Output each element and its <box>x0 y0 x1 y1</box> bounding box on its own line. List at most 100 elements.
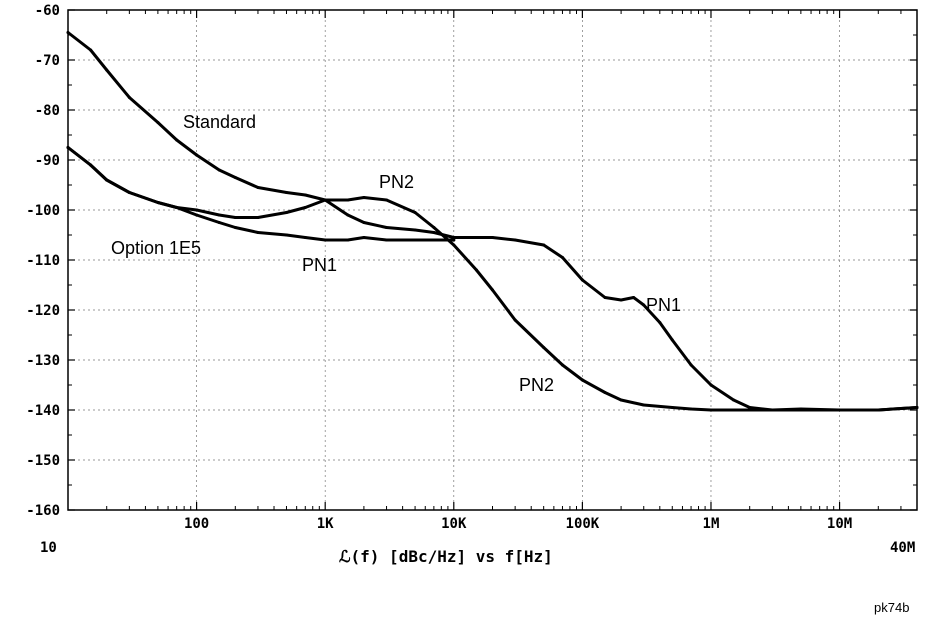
y-tick-label: -70 <box>35 53 60 69</box>
series-point <box>619 398 623 402</box>
y-tick-label: -130 <box>26 353 60 369</box>
series-point <box>474 236 478 239</box>
y-tick-label: -90 <box>35 153 60 169</box>
series-point <box>915 406 919 409</box>
series-point <box>432 238 436 242</box>
y-tick-label: -160 <box>26 503 60 519</box>
series-line-2 <box>323 198 919 412</box>
y-tick-label: -80 <box>35 103 60 119</box>
series-point <box>195 153 199 157</box>
series-point <box>89 163 93 167</box>
series-point <box>156 201 160 204</box>
x-axis: 100 1K 10K 100K 1M 10M <box>106 10 918 532</box>
series-point <box>303 236 307 239</box>
y-tick-label: -110 <box>26 253 60 269</box>
x-tick-label: 100K <box>566 516 600 532</box>
series-point <box>385 226 388 229</box>
y-tick-label: -100 <box>26 203 60 219</box>
annotation-pn1-right: PN1 <box>646 295 681 315</box>
series-point <box>689 407 693 411</box>
series-point <box>127 96 131 99</box>
annotation-pn1-lower: PN1 <box>302 255 337 275</box>
series-point <box>66 146 70 149</box>
series-point <box>491 236 494 239</box>
series-point <box>876 408 880 412</box>
series-point <box>195 208 199 212</box>
series-point <box>452 243 456 247</box>
series-point <box>838 408 842 412</box>
series-point <box>561 363 564 367</box>
annotation-standard: Standard <box>183 112 256 132</box>
y-tick-label: -150 <box>26 453 60 469</box>
series-point <box>452 236 456 239</box>
series-point <box>303 193 307 197</box>
series-point <box>748 408 752 412</box>
series-point <box>89 48 93 52</box>
y-tick-label: -140 <box>26 403 60 419</box>
series-point <box>670 338 674 342</box>
x-axis-title: ℒ(f) [dBc/Hz] vs f[Hz] <box>339 547 553 566</box>
x-tick-label: 1M <box>703 516 720 532</box>
series-point <box>709 383 713 387</box>
series-point <box>346 198 350 202</box>
x-tick-label: 100 <box>184 516 209 532</box>
series-point <box>303 206 307 209</box>
series-point <box>385 198 388 202</box>
series-point <box>542 346 546 349</box>
annotation-pn2-lower: PN2 <box>519 375 554 395</box>
series-line-3 <box>66 146 456 242</box>
y-axis: -60 -70 -80 -90 -100 -110 -120 -130 -140 -150 -160 <box>26 3 917 519</box>
series-point <box>413 211 417 214</box>
series-point <box>323 198 327 202</box>
series-point <box>689 363 693 367</box>
series-point <box>105 68 109 72</box>
series-point <box>195 213 199 217</box>
series-point <box>732 398 736 402</box>
series-point <box>256 231 260 234</box>
series-point <box>127 191 131 194</box>
series-point <box>542 243 546 247</box>
series-point <box>513 238 517 242</box>
series-point <box>175 206 179 209</box>
series-point <box>732 408 736 412</box>
series-point <box>632 296 636 299</box>
x-end-label: 40M <box>890 540 915 556</box>
series-point <box>346 213 350 217</box>
x-tick-label: 10K <box>441 516 467 532</box>
series-point <box>217 168 221 172</box>
series-point <box>217 221 221 224</box>
y-tick-label: -60 <box>35 3 60 19</box>
x-tick-label: 10M <box>827 516 852 532</box>
x-start-label: 10 <box>40 540 57 556</box>
series-point <box>413 228 417 232</box>
x-tick-label: 1K <box>317 516 334 532</box>
series-point <box>285 211 288 214</box>
series-point <box>642 303 646 307</box>
series-point <box>285 233 288 237</box>
series-point <box>233 176 237 179</box>
series-point <box>452 238 456 242</box>
grid <box>68 9 917 511</box>
series-point <box>580 278 584 282</box>
series-point <box>105 178 109 182</box>
series-point <box>256 216 260 219</box>
series-point <box>233 216 237 219</box>
figure-code: pk74b <box>874 600 909 615</box>
series-point <box>580 378 584 382</box>
series-point <box>217 213 221 217</box>
series-point <box>346 238 350 242</box>
annotation-option-1e5: Option 1E5 <box>111 238 201 258</box>
series-point <box>156 121 160 124</box>
series-point <box>432 226 436 229</box>
series-point <box>385 238 388 242</box>
series-point <box>603 391 607 394</box>
series-point <box>362 236 366 239</box>
series-point <box>285 191 288 194</box>
series-point <box>66 31 70 34</box>
annotation-pn2-upper: PN2 <box>379 172 414 192</box>
series-point <box>770 408 774 412</box>
series-point <box>491 288 494 292</box>
series-point <box>233 226 237 229</box>
series-point <box>513 318 517 322</box>
series-point <box>603 296 607 299</box>
